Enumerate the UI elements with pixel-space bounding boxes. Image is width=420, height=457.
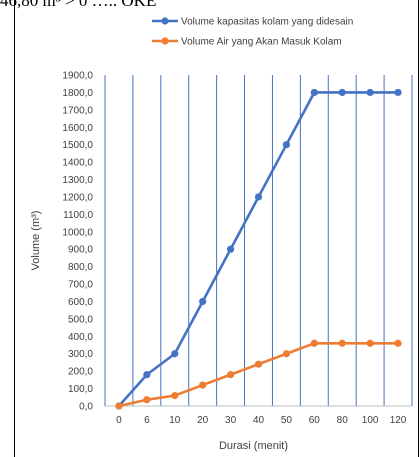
y-tick-label: 1700,0 <box>62 105 93 116</box>
x-axis-title: Durasi (menit) <box>219 440 288 452</box>
series-2-point <box>282 350 291 358</box>
series-2-point <box>199 381 207 389</box>
y-tick-label: 500,0 <box>68 314 93 325</box>
y-tick-label: 1100,0 <box>63 210 93 221</box>
series-layer <box>115 88 402 410</box>
y-tick-label: 400,0 <box>68 332 93 343</box>
x-tick-label: 60 <box>309 415 321 426</box>
y-tick-label: 600,0 <box>68 297 93 308</box>
series-2-point <box>310 339 318 347</box>
series-1-point <box>199 297 207 306</box>
x-tick-label: 50 <box>281 415 293 426</box>
series-1-point <box>366 88 374 97</box>
series-2-point <box>143 396 151 404</box>
series-2-point <box>394 339 402 347</box>
series-1-point <box>282 141 291 149</box>
legend-label-1: Volume kapasitas kolam yang didesain <box>181 17 353 28</box>
y-tick-label: 700,0 <box>68 280 93 291</box>
y-tick-label: 300,0 <box>68 349 93 360</box>
series-1-point <box>226 245 235 253</box>
legend-label-2: Volume Air yang Akan Masuk Kolam <box>181 37 342 48</box>
series-1-point <box>310 88 318 97</box>
y-tick-label: 1400,0 <box>62 158 93 169</box>
x-tick-label: 30 <box>225 415 237 426</box>
header-text: 46,80 m³ > 0 ….. OKE <box>0 0 157 10</box>
series-1-point <box>394 88 402 97</box>
y-tick-label: 0,0 <box>79 402 93 413</box>
x-tick-label: 40 <box>253 415 265 426</box>
series-2-point <box>115 402 123 410</box>
y-tick-label: 1600,0 <box>62 123 93 134</box>
series-1-point <box>338 88 346 97</box>
y-tick-label: 200,0 <box>68 367 93 378</box>
y-tick-label: 1900,0 <box>62 71 93 82</box>
series-1-point <box>171 350 179 358</box>
series-2-point <box>338 339 346 347</box>
y-tick-label: 800,0 <box>68 262 93 273</box>
legend: Volume kapasitas kolam yang didesain Volu… <box>152 17 353 48</box>
tick-labels: 0,0 100,0 200,0 300,0 400,0 500,0 600,0 700,0 80… <box>62 71 406 427</box>
series-2-point <box>254 360 263 368</box>
x-tick-label: 120 <box>390 415 407 426</box>
series-2-point <box>226 371 235 379</box>
y-tick-label: 1200,0 <box>62 192 93 203</box>
y-tick-label: 1500,0 <box>62 140 93 151</box>
y-axis-title: Volume (m³) <box>30 211 42 271</box>
x-tick-label: 6 <box>144 415 150 426</box>
y-tick-label: 1000,0 <box>62 227 93 238</box>
x-tick-label: 80 <box>337 415 349 426</box>
x-tick-label: 10 <box>169 415 181 426</box>
y-tick-label: 1300,0 <box>62 175 93 186</box>
vertical-gridlines <box>132 75 385 406</box>
x-tick-label: 100 <box>362 415 379 426</box>
page-frame <box>14 0 419 457</box>
y-tick-label: 900,0 <box>68 245 93 256</box>
axes <box>104 75 413 407</box>
x-tick-label: 0 <box>116 415 122 426</box>
y-tick-label: 1800,0 <box>62 88 93 99</box>
x-tick-label: 20 <box>197 415 209 426</box>
series-2-point <box>366 339 374 347</box>
series-1-point <box>143 371 151 379</box>
legend-marker-2 <box>161 37 169 45</box>
y-tick-label: 100,0 <box>68 384 93 395</box>
legend-marker-1 <box>161 17 169 25</box>
series-1-point <box>254 193 263 201</box>
series-2-point <box>171 391 179 400</box>
